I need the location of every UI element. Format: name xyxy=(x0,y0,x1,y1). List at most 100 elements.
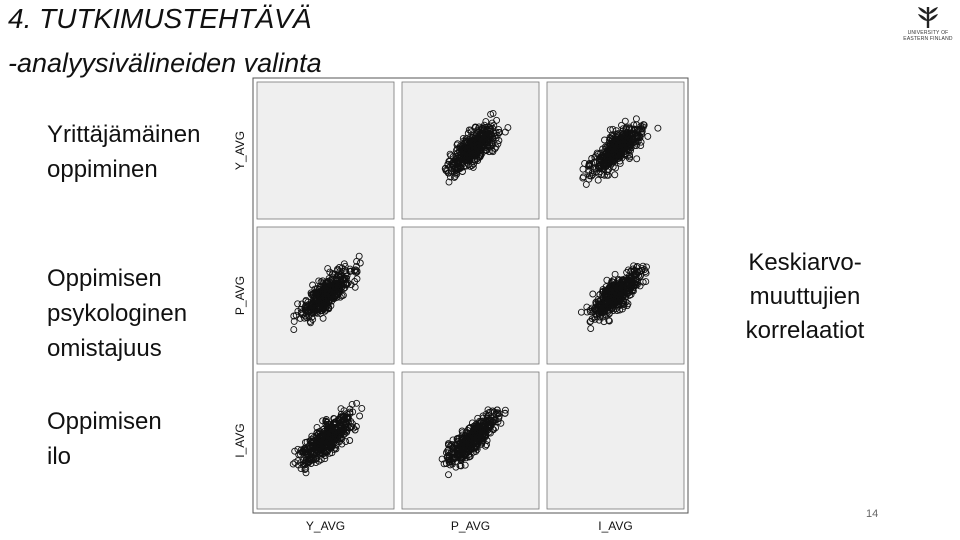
scatter-point xyxy=(628,129,636,137)
scatter-point xyxy=(458,145,466,153)
scatter-point xyxy=(594,176,602,184)
scatter-point xyxy=(579,165,587,173)
scatter-point xyxy=(610,301,618,309)
scatter-point xyxy=(312,299,319,307)
scatter-point xyxy=(339,276,346,284)
scatter-point xyxy=(618,298,626,306)
scatter-point xyxy=(466,162,474,170)
scatter-point xyxy=(317,283,325,291)
scatter-point xyxy=(501,409,509,417)
scatter-point xyxy=(341,284,349,292)
scatter-point xyxy=(618,285,626,293)
row-label-line: oppiminen xyxy=(47,156,158,183)
scatter-point xyxy=(458,427,466,435)
scatter-point xyxy=(642,269,650,277)
scatter-point xyxy=(309,442,317,450)
scatter-point xyxy=(302,296,310,304)
scatter-point xyxy=(449,162,457,170)
scatter-point xyxy=(340,285,348,292)
scatter-point xyxy=(346,437,354,444)
scatter-point xyxy=(492,424,500,432)
scatter-point xyxy=(606,133,614,141)
scatter-point xyxy=(620,148,628,156)
scatter-point xyxy=(469,134,477,142)
scatter-point xyxy=(471,431,479,439)
scatter-point xyxy=(619,138,627,146)
scatter-point xyxy=(333,291,340,298)
scatter-point xyxy=(603,155,611,162)
scatter-point xyxy=(320,296,328,304)
scatter-point xyxy=(487,416,495,424)
row-label-psykologinen-omistajuus: Oppimisen psykologinen omistajuus xyxy=(47,261,187,366)
scatter-point xyxy=(438,455,446,463)
scatter-point xyxy=(332,426,340,434)
scatter-point xyxy=(472,442,480,450)
scatter-point xyxy=(602,286,610,294)
tree-icon xyxy=(918,7,938,28)
scatter-point xyxy=(297,465,305,473)
scatter-point xyxy=(640,121,647,129)
scatter-point xyxy=(606,296,614,304)
scatter-point xyxy=(600,318,608,326)
side-note-line: muuttujien xyxy=(749,283,861,310)
scatter-point xyxy=(353,257,361,265)
scatter-point xyxy=(633,155,641,163)
scatter-point xyxy=(633,263,641,270)
scatter-point xyxy=(628,282,635,290)
scatter-point xyxy=(317,278,325,286)
scatter-point xyxy=(630,136,638,144)
scatter-point xyxy=(351,283,359,291)
scatter-point xyxy=(319,294,327,302)
scatter-point xyxy=(589,308,597,316)
scatter-point xyxy=(481,136,489,144)
scatter-point xyxy=(486,429,494,437)
university-logo: UNIVERSITY OF EASTERN FINLAND xyxy=(895,4,960,50)
scatter-point xyxy=(587,172,595,180)
scatter-point xyxy=(603,159,611,167)
scatter-point xyxy=(450,449,458,457)
scatter-point xyxy=(346,267,354,275)
panel-i-avg-vs-i-avg xyxy=(546,371,685,510)
scatter-point xyxy=(326,291,334,299)
row-label-line: psykologinen xyxy=(47,300,188,327)
scatter-point xyxy=(482,433,490,440)
scatter-point xyxy=(577,308,585,316)
scatter-point xyxy=(501,406,509,414)
scatter-point xyxy=(329,292,337,299)
scatter-point xyxy=(292,311,300,319)
scatter-point xyxy=(598,171,606,178)
scatter-point xyxy=(616,306,624,314)
scatter-point xyxy=(302,456,310,464)
points-y-avg-vs-p-avg xyxy=(441,109,512,186)
slide-subtitle: -analyysivälineiden valinta xyxy=(8,48,322,78)
scatter-point xyxy=(630,271,638,278)
scatter-point xyxy=(457,453,465,461)
scatter-point xyxy=(626,123,633,131)
scatter-point xyxy=(445,169,453,177)
scatter-point xyxy=(487,126,495,134)
scatter-point xyxy=(445,178,453,186)
scatter-point xyxy=(456,462,464,470)
scatter-point xyxy=(291,447,299,455)
scatter-point xyxy=(356,412,364,420)
row-label-line: omistajuus xyxy=(47,335,162,362)
scatter-point xyxy=(313,308,320,316)
scatter-point xyxy=(635,271,643,279)
row-axis-label: P_AVG xyxy=(233,276,247,315)
scatter-point xyxy=(480,425,488,433)
column-axis-label: Y_AVG xyxy=(306,519,345,533)
scatter-point xyxy=(294,300,302,308)
scatter-point xyxy=(599,307,606,315)
scatter-point xyxy=(470,422,478,430)
scatter-point xyxy=(617,289,625,297)
scatter-point xyxy=(587,325,595,333)
scatter-point xyxy=(352,423,360,430)
scatter-point xyxy=(313,448,321,456)
scatter-point xyxy=(290,317,298,325)
scatter-point xyxy=(314,303,322,311)
scatter-point xyxy=(629,286,637,294)
scatter-point xyxy=(489,141,496,149)
scatter-point xyxy=(313,423,321,431)
scatter-point xyxy=(324,304,332,312)
scatter-point xyxy=(621,278,629,285)
